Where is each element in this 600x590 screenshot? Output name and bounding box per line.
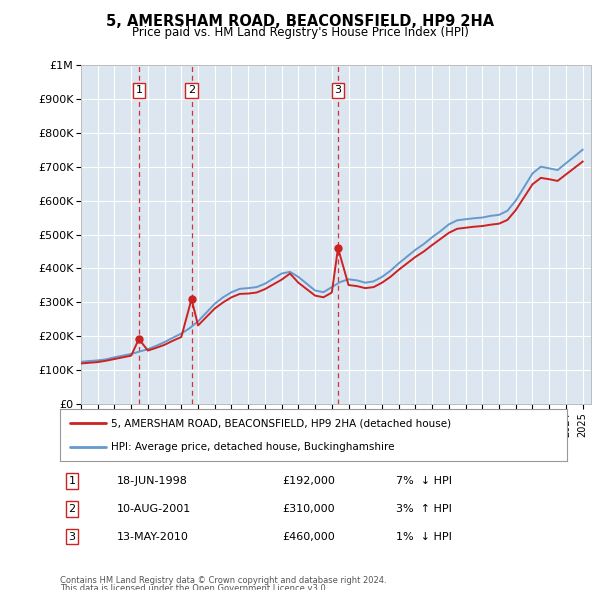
Text: 5, AMERSHAM ROAD, BEACONSFIELD, HP9 2HA (detached house): 5, AMERSHAM ROAD, BEACONSFIELD, HP9 2HA … [110, 418, 451, 428]
Text: 1: 1 [136, 86, 142, 96]
Text: 2: 2 [188, 86, 195, 96]
Text: £310,000: £310,000 [282, 504, 335, 514]
Text: 10-AUG-2001: 10-AUG-2001 [117, 504, 191, 514]
Text: This data is licensed under the Open Government Licence v3.0.: This data is licensed under the Open Gov… [60, 584, 328, 590]
Text: Price paid vs. HM Land Registry's House Price Index (HPI): Price paid vs. HM Land Registry's House … [131, 26, 469, 39]
Text: 7%  ↓ HPI: 7% ↓ HPI [396, 476, 452, 486]
Text: 3: 3 [335, 86, 341, 96]
Text: HPI: Average price, detached house, Buckinghamshire: HPI: Average price, detached house, Buck… [110, 442, 394, 453]
Text: 1%  ↓ HPI: 1% ↓ HPI [396, 532, 452, 542]
Text: 18-JUN-1998: 18-JUN-1998 [117, 476, 188, 486]
Text: 1: 1 [68, 476, 76, 486]
Text: Contains HM Land Registry data © Crown copyright and database right 2024.: Contains HM Land Registry data © Crown c… [60, 576, 386, 585]
Text: 13-MAY-2010: 13-MAY-2010 [117, 532, 189, 542]
Text: 3: 3 [68, 532, 76, 542]
Text: £192,000: £192,000 [282, 476, 335, 486]
Text: 2: 2 [68, 504, 76, 514]
Text: £460,000: £460,000 [282, 532, 335, 542]
Text: 3%  ↑ HPI: 3% ↑ HPI [396, 504, 452, 514]
Text: 5, AMERSHAM ROAD, BEACONSFIELD, HP9 2HA: 5, AMERSHAM ROAD, BEACONSFIELD, HP9 2HA [106, 14, 494, 28]
